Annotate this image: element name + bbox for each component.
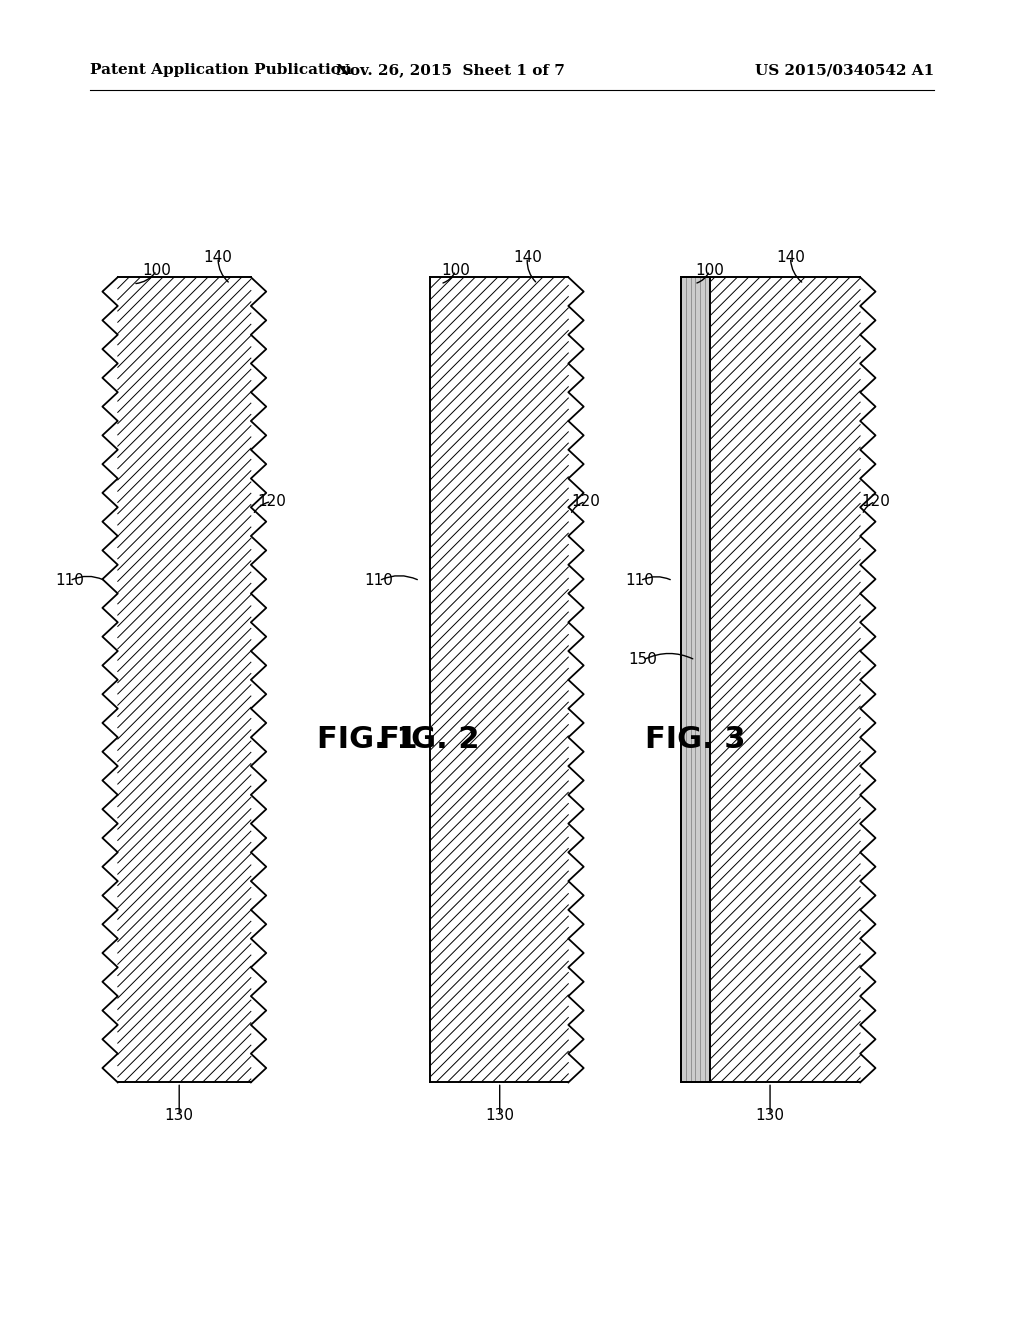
Text: 100: 100 [695,263,724,279]
Text: 100: 100 [441,263,470,279]
Text: 110: 110 [626,573,654,589]
Text: 120: 120 [257,494,286,510]
FancyArrowPatch shape [642,577,671,579]
Text: FIG. 2: FIG. 2 [379,725,479,754]
Text: 120: 120 [571,494,600,510]
Text: Patent Application Publication: Patent Application Publication [90,63,352,77]
Text: FIG. 3: FIG. 3 [645,725,745,754]
Polygon shape [681,277,860,1082]
Polygon shape [681,277,710,1082]
FancyArrowPatch shape [136,273,155,284]
FancyArrowPatch shape [645,653,693,659]
Text: FIG. 1: FIG. 1 [317,725,418,754]
Text: 130: 130 [165,1107,194,1123]
FancyArrowPatch shape [571,503,583,512]
FancyArrowPatch shape [381,576,418,579]
FancyArrowPatch shape [72,577,103,579]
Text: 130: 130 [756,1107,784,1123]
Text: 130: 130 [485,1107,514,1123]
Text: 150: 150 [629,652,657,668]
FancyArrowPatch shape [863,503,872,512]
Polygon shape [118,277,251,1082]
FancyArrowPatch shape [527,260,536,282]
Text: US 2015/0340542 A1: US 2015/0340542 A1 [755,63,934,77]
Text: 140: 140 [204,249,232,265]
FancyArrowPatch shape [254,502,268,512]
FancyArrowPatch shape [443,273,455,282]
FancyArrowPatch shape [697,273,709,282]
Polygon shape [430,277,568,1082]
Text: 140: 140 [513,249,542,265]
Text: 110: 110 [365,573,393,589]
Text: 120: 120 [861,494,890,510]
Text: 110: 110 [55,573,84,589]
Text: Nov. 26, 2015  Sheet 1 of 7: Nov. 26, 2015 Sheet 1 of 7 [336,63,564,77]
FancyArrowPatch shape [791,260,802,282]
Text: 140: 140 [776,249,805,265]
FancyArrowPatch shape [218,260,228,282]
Text: 100: 100 [142,263,171,279]
